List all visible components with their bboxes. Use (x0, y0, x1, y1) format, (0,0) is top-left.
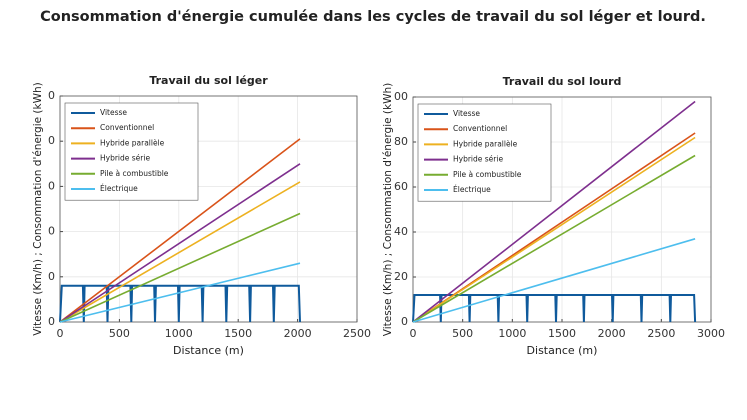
y-tick-label: 0 (48, 315, 55, 328)
series-line (59, 181, 301, 323)
x-tick-label: 2000 (598, 327, 626, 340)
legend-label: Électrique (453, 185, 491, 194)
series-line (59, 138, 301, 323)
x-tick-label: 0 (410, 327, 417, 340)
series-line (59, 262, 301, 323)
x-tick-label: 1500 (548, 327, 576, 340)
series-line (412, 100, 696, 323)
x-tick-label: 2500 (647, 327, 675, 340)
y-tick-label: 0 (48, 270, 55, 283)
x-axis-label: Distance (m) (527, 344, 598, 357)
y-tick-label: 00 (394, 90, 408, 103)
subplot-title: Travail du sol lourd (503, 75, 622, 88)
y-tick-label: 0 (401, 315, 408, 328)
y-tick-label: 0 (48, 134, 55, 147)
y-tick-label: 0 (48, 179, 55, 192)
y-tick-label: 20 (394, 270, 408, 283)
y-axis-label: Vitesse (Km/h) ; Consommation d'énergie … (382, 83, 394, 337)
legend-label: Hybride série (100, 154, 150, 163)
legend-label: Électrique (100, 184, 138, 193)
x-tick-label: 0 (57, 327, 64, 340)
plot-frame (59, 95, 358, 323)
y-axis-label: Vitesse (Km/h) ; Consommation d'énergie … (32, 82, 44, 336)
x-tick-label: 3000 (697, 327, 725, 340)
y-tick-label: 60 (394, 180, 408, 193)
series-line (59, 212, 301, 323)
legend-box (64, 102, 199, 201)
plot-frame (412, 96, 712, 323)
x-tick-label: 500 (452, 327, 473, 340)
legend-label: Pile à combustible (453, 170, 522, 179)
y-tick-label: 40 (394, 225, 408, 238)
x-tick-label: 2000 (284, 327, 312, 340)
legend-label: Vitesse (453, 109, 480, 118)
y-tick-label: 80 (394, 135, 408, 148)
figure-title: Consommation d'énergie cumulée dans les … (40, 9, 706, 25)
legend-label: Pile à combustible (100, 169, 169, 178)
series-line (412, 136, 696, 323)
x-tick-label: 2500 (343, 327, 371, 340)
legend-label: Conventionnel (453, 124, 507, 133)
y-tick-label: 0 (48, 89, 55, 102)
legend-label: Conventionnel (100, 123, 154, 132)
legend-label: Hybride parallèle (100, 138, 165, 147)
y-tick-label: 0 (48, 225, 55, 238)
series-line (59, 163, 301, 323)
legend-box (417, 103, 552, 202)
series-line (412, 238, 696, 323)
x-tick-label: 1000 (165, 327, 193, 340)
legend-label: Hybride parallèle (453, 139, 518, 148)
series-line (412, 154, 696, 323)
legend-label: Hybride série (453, 155, 503, 164)
x-tick-label: 1500 (224, 327, 252, 340)
series-line (412, 294, 697, 323)
subplot-title: Travail du sol léger (149, 74, 268, 87)
legend-label: Vitesse (100, 108, 127, 117)
x-tick-label: 500 (109, 327, 130, 340)
x-tick-label: 1000 (498, 327, 526, 340)
x-axis-label: Distance (m) (173, 344, 244, 357)
